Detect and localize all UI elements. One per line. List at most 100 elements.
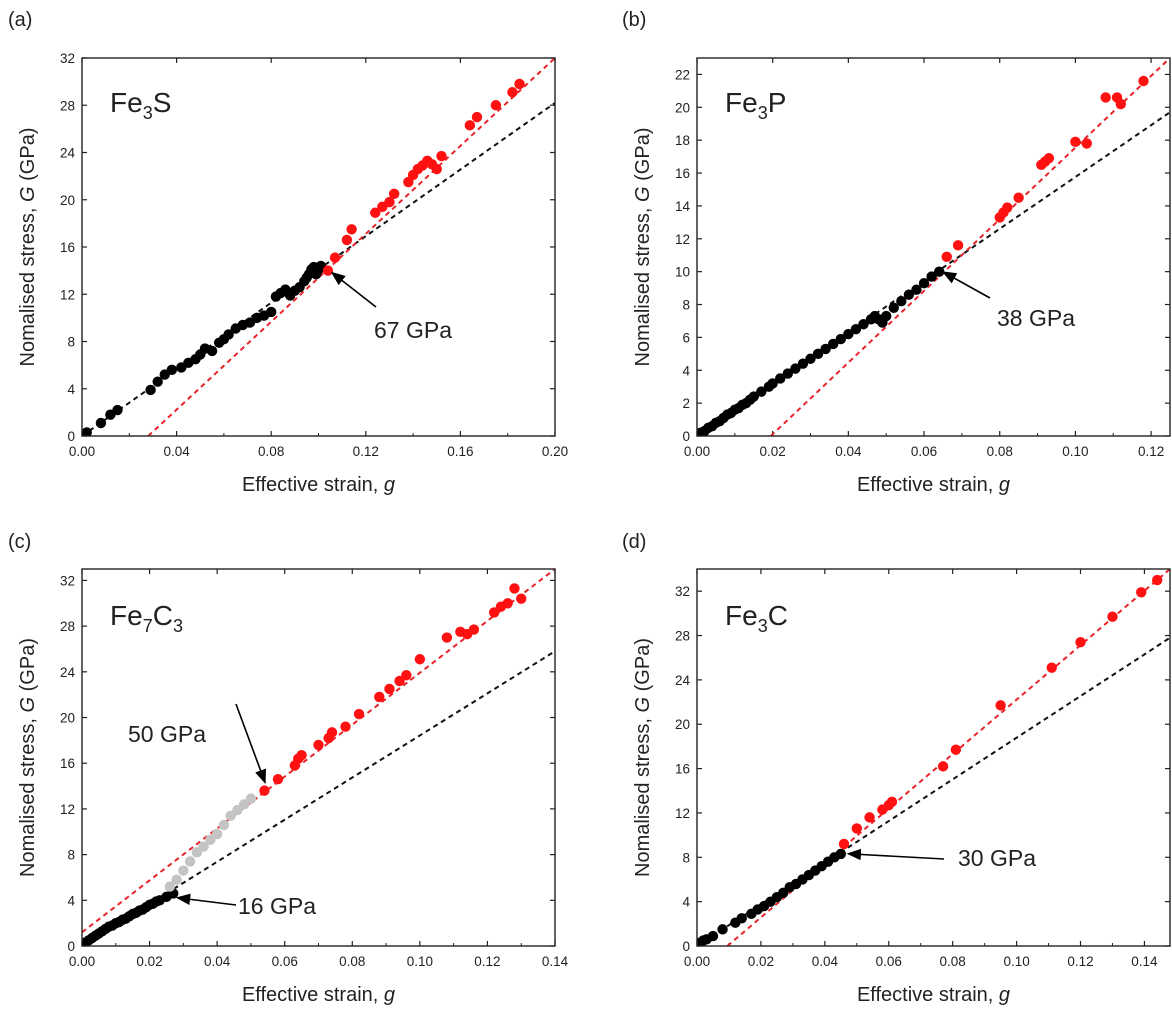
data-point bbox=[767, 378, 778, 389]
x-tick-label: 0.08 bbox=[339, 954, 365, 969]
data-point bbox=[152, 376, 163, 387]
fit-line-red bbox=[147, 58, 555, 436]
sample-label: Fe3S bbox=[110, 87, 171, 123]
y-tick-label: 12 bbox=[675, 232, 690, 247]
data-point bbox=[1152, 574, 1163, 586]
annotation-arrow bbox=[330, 271, 377, 308]
x-axis-label-text: Effective strain, bbox=[857, 474, 999, 496]
y-tick-label: 18 bbox=[675, 133, 690, 148]
y-tick-label: 32 bbox=[675, 584, 690, 599]
y-tick-label: 12 bbox=[60, 287, 75, 302]
panel-a: (a) 0.00 0.04 0.08 0.12 0.16 0.20 0 4 8 12 16 20 24 28… bbox=[8, 9, 568, 496]
data-point bbox=[950, 744, 962, 755]
data-point bbox=[926, 271, 937, 282]
data-point bbox=[835, 333, 846, 345]
x-tick-label: 0.14 bbox=[1131, 954, 1158, 969]
x-tick-label: 0.10 bbox=[407, 954, 433, 969]
fit-line-black bbox=[697, 111, 1170, 436]
x-tick-label: 0.10 bbox=[1003, 954, 1029, 969]
data-point bbox=[790, 363, 801, 374]
data-point bbox=[384, 683, 395, 695]
x-tick-label: 0.12 bbox=[474, 954, 500, 969]
y-tick-label: 0 bbox=[682, 939, 690, 954]
y-tick-label: 28 bbox=[60, 619, 75, 634]
data-point bbox=[933, 266, 945, 277]
series-grey bbox=[164, 793, 257, 892]
data-point bbox=[820, 343, 831, 355]
y-axis-label-var: G bbox=[17, 186, 39, 202]
data-point bbox=[340, 721, 351, 732]
sample-el2: P bbox=[768, 87, 787, 118]
data-point bbox=[918, 277, 930, 289]
data-point bbox=[431, 163, 442, 175]
y-tick-label: 24 bbox=[60, 146, 76, 161]
y-axis-label-var: G bbox=[17, 697, 39, 713]
x-tick-label: 0.12 bbox=[1138, 444, 1164, 459]
y-tick-label: 16 bbox=[675, 166, 690, 181]
plot-area bbox=[82, 58, 555, 436]
x-axis-label-var: g bbox=[999, 984, 1010, 1006]
data-point bbox=[401, 670, 412, 681]
x-tick-label: 0.06 bbox=[911, 444, 937, 459]
series-black bbox=[697, 848, 847, 946]
data-point bbox=[198, 841, 209, 852]
sample-base: Fe bbox=[110, 87, 143, 118]
data-point bbox=[1115, 98, 1127, 110]
y-tick-label: 20 bbox=[675, 100, 690, 115]
data-point bbox=[1013, 192, 1024, 203]
x-tick-label: 0.20 bbox=[542, 444, 568, 459]
data-point bbox=[828, 338, 839, 350]
data-point bbox=[1070, 136, 1081, 148]
series-red bbox=[941, 75, 1149, 263]
y-tick-label: 28 bbox=[675, 629, 690, 644]
plot-frame bbox=[81, 568, 556, 947]
data-point bbox=[717, 924, 728, 935]
annotation-arrow bbox=[175, 893, 237, 906]
data-point bbox=[384, 196, 395, 208]
x-axis-label: Effective strain, g bbox=[857, 474, 1010, 496]
panel-label: (c) bbox=[8, 531, 31, 553]
data-point bbox=[1136, 587, 1147, 598]
x-tick-label: 0.00 bbox=[69, 444, 95, 459]
y-tick-label: 4 bbox=[67, 382, 75, 397]
y-tick-label: 12 bbox=[60, 802, 75, 817]
y-axis-label-unit: (GPa) bbox=[17, 128, 39, 187]
y-tick-label: 2 bbox=[682, 396, 690, 411]
y-tick-label: 20 bbox=[60, 193, 75, 208]
x-axis-label-var: g bbox=[999, 474, 1010, 496]
plot-frame bbox=[696, 57, 1171, 437]
plot-frame bbox=[81, 57, 556, 437]
y-tick-label: 4 bbox=[67, 893, 75, 908]
data-point bbox=[881, 310, 892, 322]
data-point bbox=[516, 593, 527, 604]
x-tick-label: 0.08 bbox=[258, 444, 284, 459]
x-tick-label: 0.02 bbox=[136, 954, 162, 969]
y-tick-label: 32 bbox=[60, 573, 75, 588]
series-black bbox=[82, 888, 179, 946]
data-point bbox=[184, 856, 196, 867]
panel-label: (b) bbox=[622, 9, 646, 31]
x-tick-label: 0.12 bbox=[1067, 954, 1093, 969]
y-tick-label: 0 bbox=[67, 939, 75, 954]
data-point bbox=[1081, 138, 1092, 149]
sample-label: Fe7C3 bbox=[110, 600, 183, 636]
y-tick-label: 4 bbox=[682, 363, 690, 378]
data-point bbox=[864, 812, 875, 823]
y-tick-label: 8 bbox=[67, 335, 75, 350]
sample-sub1: 3 bbox=[758, 616, 768, 636]
annotation-label: 30 GPa bbox=[958, 845, 1036, 871]
data-point bbox=[145, 384, 156, 396]
x-tick-label: 0.04 bbox=[812, 954, 839, 969]
data-point bbox=[888, 302, 899, 314]
sample-label: Fe3P bbox=[725, 87, 786, 123]
data-point bbox=[341, 234, 353, 246]
y-tick-label: 28 bbox=[60, 98, 75, 113]
data-point bbox=[171, 874, 182, 885]
plot-frame bbox=[696, 568, 1171, 947]
x-tick-label: 0.08 bbox=[987, 444, 1013, 459]
data-point bbox=[329, 252, 341, 263]
y-axis-label-unit: (GPa) bbox=[632, 638, 654, 697]
data-point bbox=[858, 319, 869, 330]
data-point bbox=[414, 654, 426, 665]
data-point bbox=[514, 78, 525, 90]
